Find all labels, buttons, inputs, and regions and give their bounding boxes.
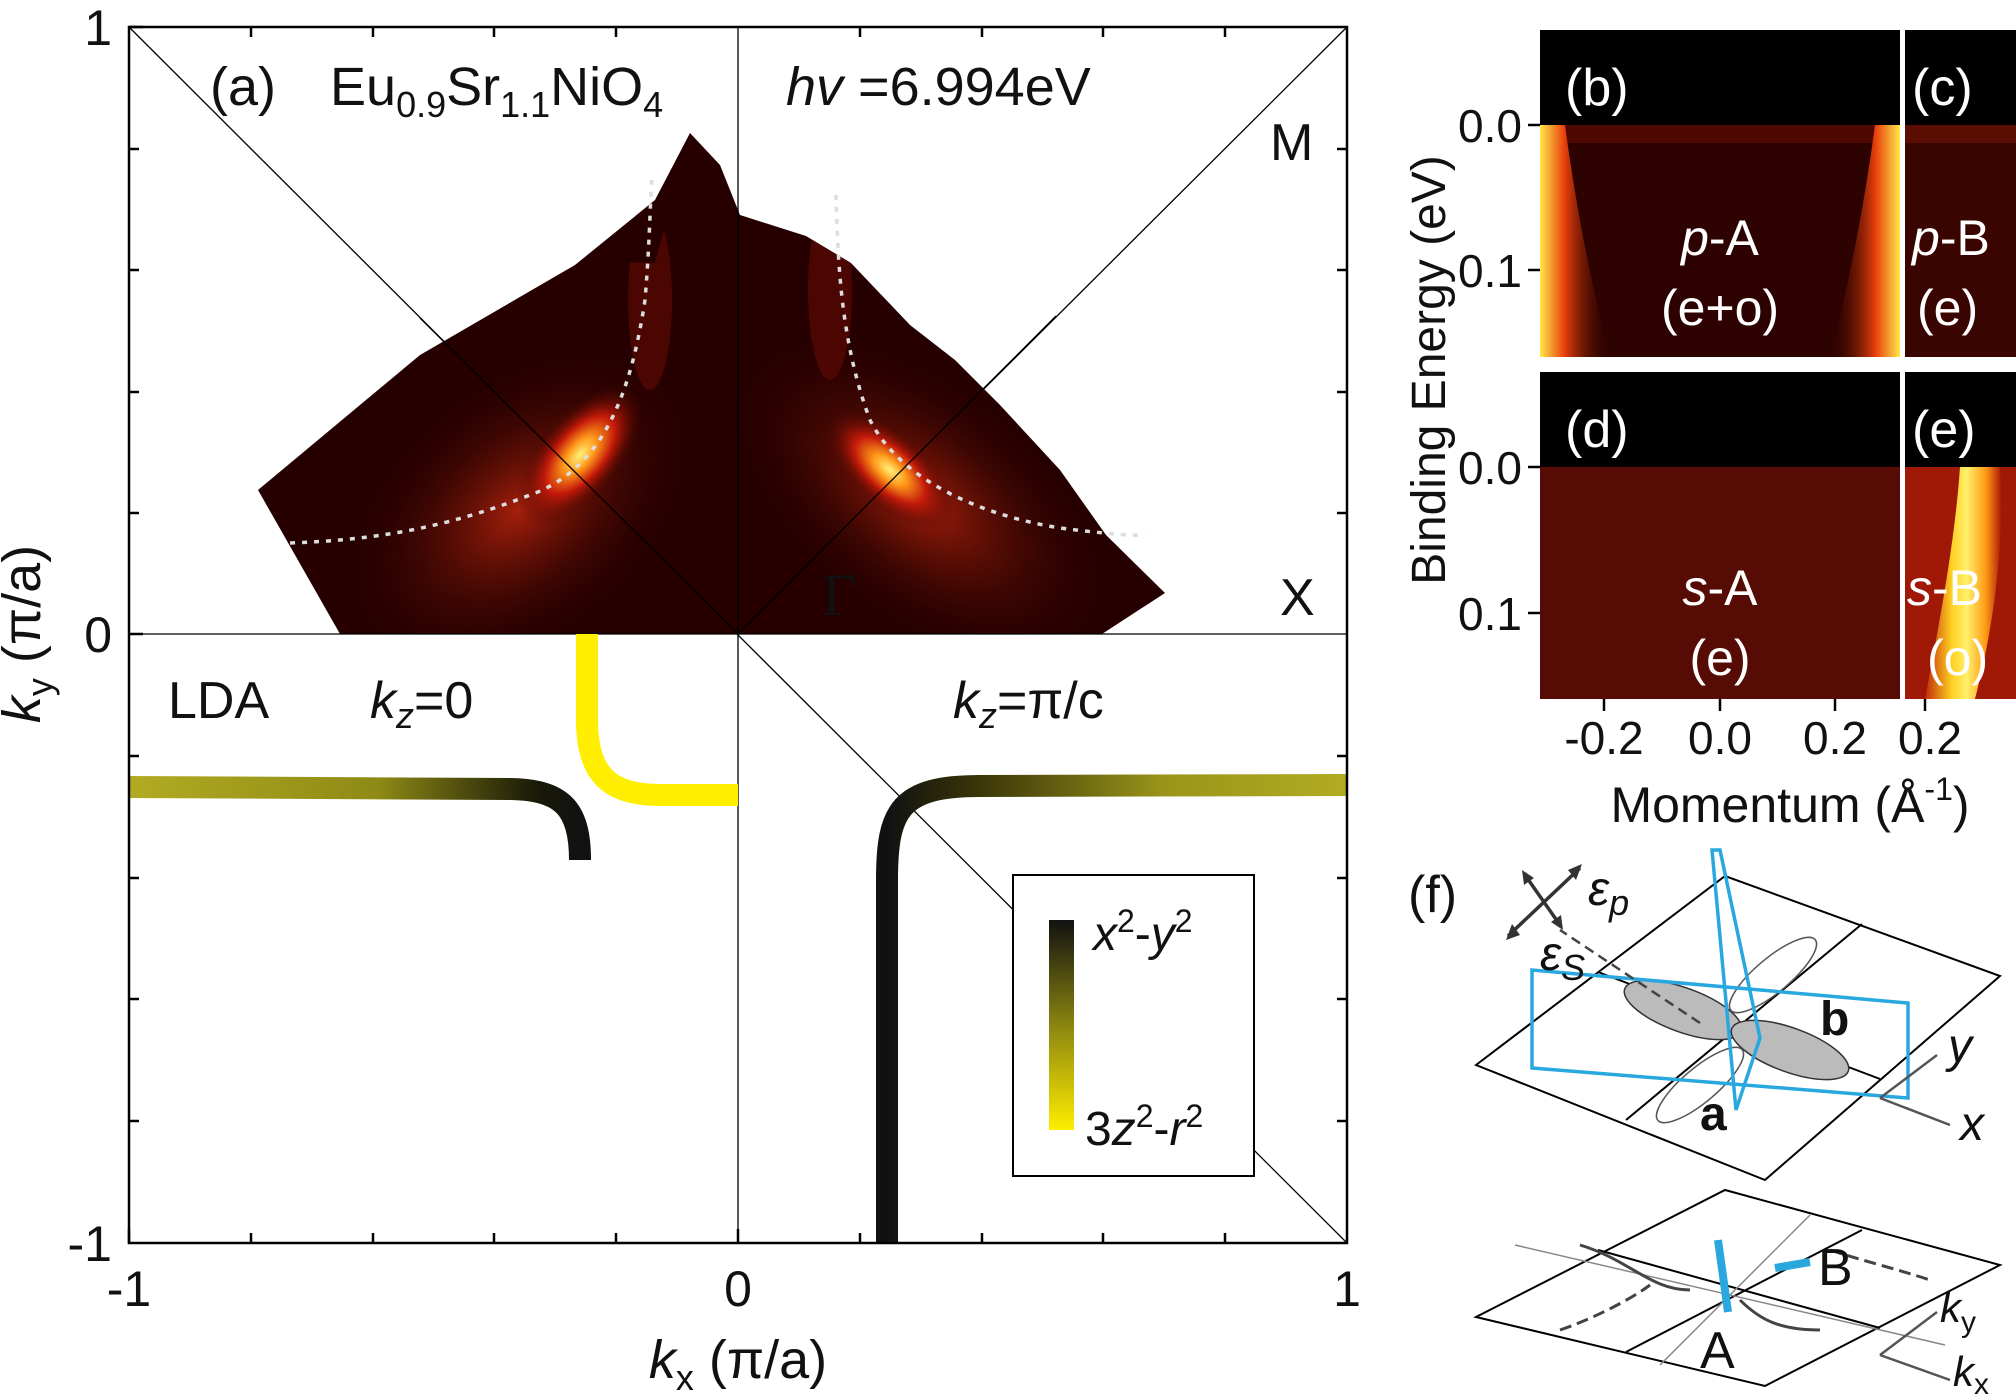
panel-b: (b) p-A (e+o) (1540, 30, 1900, 357)
x-axis-title: kx (π/a) (649, 1330, 827, 1397)
polarization-s-arrow (1525, 875, 1560, 925)
lda-label: LDA (168, 672, 269, 730)
panel-b-label: (b) (1565, 59, 1629, 117)
kz-pi-label: kz=π/c (953, 672, 1104, 736)
cut-A-label: A (1700, 1322, 1735, 1380)
panel-e-cut: s-B (1907, 560, 1982, 616)
ky-label: ky (1940, 1284, 1976, 1339)
panel-d-label: (d) (1565, 401, 1629, 459)
y-axis-label: y (1945, 1020, 1975, 1073)
panel-c-sym: (e) (1917, 280, 1978, 336)
panel-c-cut: p-B (1910, 210, 1990, 266)
panel-d: (d) s-A (e) (1540, 372, 1900, 699)
symmetry-point-X: X (1280, 569, 1315, 627)
lda-band-kz0-horizontal (129, 787, 580, 860)
x-axis-label: x (1958, 1098, 1986, 1151)
panel-f: (f) εp εS b a y x (1408, 850, 2000, 1397)
cut-B-label: B (1818, 1239, 1853, 1297)
axis-a-label: a (1700, 1088, 1727, 1141)
panel-e-label: (e) (1912, 401, 1976, 459)
panel-a-label: (a) (210, 57, 276, 117)
y-tick-label: 0.1 (1458, 588, 1522, 640)
panel-e-sym: (o) (1927, 630, 1988, 686)
symmetry-point-gamma: Γ (822, 562, 857, 628)
cut-B (1775, 1262, 1810, 1268)
y-tick-label: 1 (84, 0, 112, 56)
eps-p-label: εp (1588, 863, 1629, 923)
x-tick-label: 1 (1333, 1261, 1361, 1317)
panels-bcde: (b) p-A (e+o) (c) p-B (e) (d) s-A (e) (1403, 30, 2016, 833)
x-tick-label: 0.0 (1688, 712, 1752, 764)
cut-A (1718, 1240, 1728, 1312)
x-tick-label: -0.2 (1564, 712, 1643, 764)
x-tick-label: -1 (107, 1261, 151, 1317)
panel-e: (e) s-B (o) (1905, 372, 2016, 699)
x-tick-label: 0.2 (1803, 712, 1867, 764)
legend-colorbar (1049, 920, 1074, 1130)
axis-b-label: b (1820, 993, 1849, 1046)
lda-band-3z2 (587, 634, 738, 795)
binding-energy-axis-title: Binding Energy (eV) (1403, 155, 1456, 585)
panel-a: 1 0 -1 -1 0 1 kx (π/a) ky (π/a) (a) Eu0.… (0, 0, 1361, 1397)
panel-c: (c) p-B (e) (1905, 30, 2016, 357)
arpes-intensity-map (258, 133, 1167, 738)
x-tick-label: 0 (724, 1261, 752, 1317)
compound-formula: Eu0.9Sr1.1NiO4 (330, 57, 663, 125)
panel-f-label: (f) (1408, 866, 1457, 924)
svg-text:x2-y2: x2-y2 (0, 0, 3, 1)
x-tick-label: 0.2 (1898, 712, 1962, 764)
y-tick-label: 0.0 (1458, 442, 1522, 494)
orbital-lobe-outline (1720, 927, 1826, 1024)
panel-d-sym: (e) (1689, 630, 1750, 686)
kz-zero-label: kz=0 (370, 672, 473, 736)
symmetry-point-M: M (1270, 114, 1313, 172)
panel-b-cut: p-A (1679, 210, 1759, 266)
y-tick-label: 0.1 (1458, 245, 1522, 297)
y-axis-title: ky (π/a) (0, 545, 60, 723)
panel-c-label: (c) (1912, 59, 1973, 117)
momentum-axis-title: Momentum (Å-1) (1610, 771, 1969, 833)
panel-d-cut: s-A (1683, 560, 1759, 616)
panel-b-sym: (e+o) (1661, 280, 1779, 336)
eps-s-label: εS (1540, 928, 1585, 988)
svg-text:3z2-r2: 3z2-r2 (0, 0, 3, 1)
y-tick-label: 0 (84, 607, 112, 663)
y-tick-label: 0.0 (1458, 100, 1522, 152)
y-tick-label: -1 (68, 1216, 112, 1272)
photon-energy: hv =6.994eV (786, 57, 1091, 117)
kx-label: kx (1953, 1348, 1989, 1397)
